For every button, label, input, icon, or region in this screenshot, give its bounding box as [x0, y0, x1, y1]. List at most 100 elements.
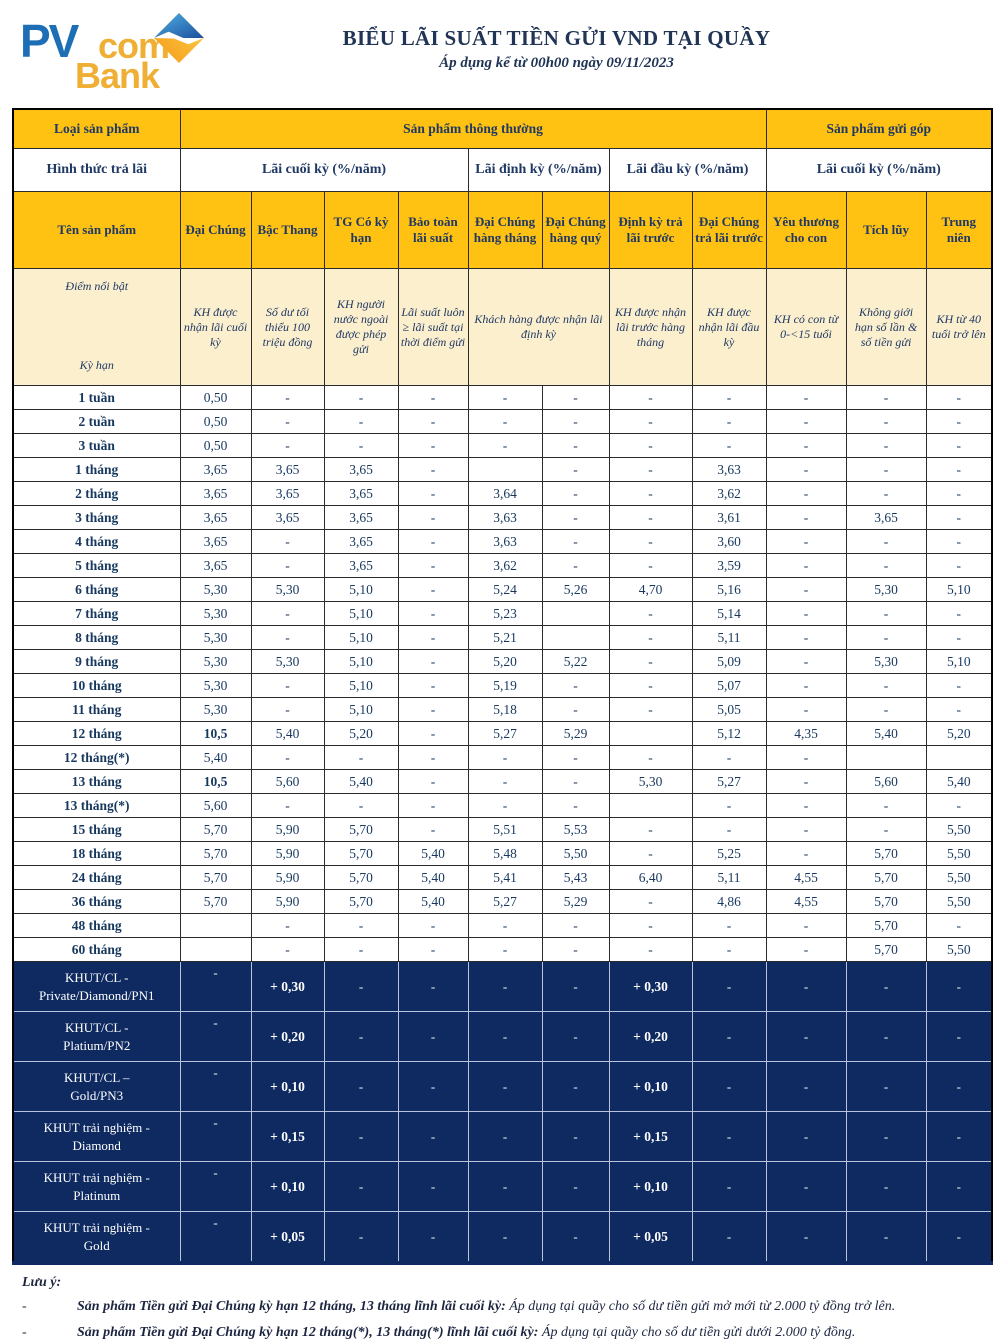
- rate-cell: -: [608, 841, 693, 866]
- rate-cell: -: [925, 553, 993, 578]
- term-label: 5 tháng: [12, 553, 181, 578]
- rate-cell: -: [765, 385, 847, 410]
- rate-cell: -: [467, 937, 543, 962]
- vip-rate-cell: + 0,20: [250, 1011, 325, 1062]
- rate-cell: 5,30: [845, 577, 927, 602]
- rate-cell: 5,11: [691, 625, 767, 650]
- rate-cell: 5,30: [179, 601, 252, 626]
- pvcombank-logo: PV com Bank: [20, 8, 204, 100]
- rate-cell: -: [541, 793, 610, 818]
- rate-cell: 5,16: [691, 577, 767, 602]
- regular-products-label: Sản phẩm thông thường: [179, 108, 767, 149]
- vip-rate-cell: -: [691, 1161, 767, 1212]
- rate-cell: -: [397, 769, 469, 794]
- vip-rate-cell: -: [691, 1111, 767, 1162]
- rate-cell: -: [397, 913, 469, 938]
- vip-row: KHUT/CL - Private/Diamond/PN1- + 0,30- - - -…: [12, 961, 993, 1012]
- rate-cell: 5,30: [845, 649, 927, 674]
- term-label: 8 tháng: [12, 625, 181, 650]
- rate-cell: -: [608, 889, 693, 914]
- vip-label: KHUT/CL - Private/Diamond/PN1: [12, 961, 181, 1012]
- rate-cell: -: [845, 529, 927, 554]
- vip-rate-cell: -: [323, 1061, 399, 1112]
- rate-cell: 3,65: [179, 553, 252, 578]
- rate-cell: -: [691, 817, 767, 842]
- rate-cell: -: [925, 433, 993, 458]
- rate-cell: -: [765, 457, 847, 482]
- rate-cell: -: [397, 577, 469, 602]
- rate-cell: 3,61: [691, 505, 767, 530]
- rate-cell: -: [765, 913, 847, 938]
- rate-cell: -: [765, 673, 847, 698]
- highlight-cell: KH có con từ 0-<15 tuổi: [765, 268, 847, 386]
- rate-cell: -: [691, 433, 767, 458]
- vip-rate-cell: -: [541, 1011, 610, 1062]
- rate-cell: 5,18: [467, 697, 543, 722]
- rate-cell: 10,5: [179, 769, 252, 794]
- rate-cell: 5,70: [845, 937, 927, 962]
- rate-cell: -: [250, 433, 325, 458]
- product-column-header: Đại Chúng hàng tháng: [467, 191, 543, 269]
- rate-cell: 5,23: [467, 601, 543, 626]
- rate-cell: 5,30: [179, 649, 252, 674]
- product-column-header: Đại Chúng trả lãi trước: [691, 191, 767, 269]
- vip-rate-cell: -: [397, 1061, 469, 1112]
- rate-cell: 5,60: [250, 769, 325, 794]
- rate-cell: 5,10: [925, 577, 993, 602]
- highlight-cell: Số dư tối thiểu 100 triệu đồng: [250, 268, 325, 386]
- rate-cell: [845, 745, 927, 770]
- vip-rate-cell: -: [845, 961, 927, 1012]
- rate-cell: 5,12: [691, 721, 767, 746]
- rate-cell: 5,41: [467, 865, 543, 890]
- vip-row: KHUT/CL - Platium/PN2- + 0,20- - - - + 0,20- -…: [12, 1011, 993, 1062]
- vip-rate-cell: -: [397, 1161, 469, 1212]
- vip-row: KHUT trải nghiệm - Diamond - + 0,15- - - - + 0…: [12, 1111, 993, 1162]
- rate-cell: -: [845, 601, 927, 626]
- rate-cell: -: [397, 481, 469, 506]
- rate-cell: -: [467, 433, 543, 458]
- rate-cell: -: [765, 577, 847, 602]
- highlight-cell: KH từ 40 tuổi trở lên: [925, 268, 993, 386]
- rate-table: Loại sản phẩm Sản phẩm thông thường Sản …: [12, 108, 994, 1265]
- rate-cell: 5,90: [250, 841, 325, 866]
- rate-cell: 5,30: [179, 625, 252, 650]
- rate-cell: -: [608, 649, 693, 674]
- rate-cell: 5,11: [691, 865, 767, 890]
- highlight-row: Điểm nổi bật Kỳ hạn KH được nhận lãi cuố…: [12, 268, 993, 386]
- vip-rate-cell: -: [467, 1211, 543, 1264]
- rate-cell: -: [541, 481, 610, 506]
- rate-cell: 3,65: [179, 457, 252, 482]
- rate-cell: 5,50: [925, 817, 993, 842]
- term-row: 13 tháng(*) 5,60- - - - - - - - -: [12, 793, 993, 818]
- vip-rate-cell: + 0,30: [608, 961, 693, 1012]
- rate-cell: 5,70: [323, 865, 399, 890]
- term-row: 7 tháng 5,30-5,10-5,23-5,14- - -: [12, 601, 993, 626]
- rate-cell: 0,50: [179, 409, 252, 434]
- rate-cell: 5,60: [179, 793, 252, 818]
- rate-cell: 10,5: [179, 721, 252, 746]
- rate-cell: -: [765, 601, 847, 626]
- vip-rate-cell: -: [397, 1211, 469, 1264]
- term-row: 3 tháng 3,65 3,65 3,65-3,63- -3,61-3,65-: [12, 505, 993, 530]
- rate-cell: -: [323, 793, 399, 818]
- rate-cell: -: [845, 625, 927, 650]
- diamond-logo-icon: [154, 13, 204, 63]
- rate-cell: 5,10: [925, 649, 993, 674]
- rate-cell: 4,35: [765, 721, 847, 746]
- vip-rate-cell: -: [845, 1161, 927, 1212]
- rate-cell: -: [765, 649, 847, 674]
- rate-cell: 3,65: [250, 505, 325, 530]
- rate-cell: -: [765, 625, 847, 650]
- rate-cell: [608, 793, 693, 818]
- begin-period-label: Lãi đầu kỳ (%/năm): [608, 148, 767, 192]
- term-label: 18 tháng: [12, 841, 181, 866]
- rate-cell: 0,50: [179, 385, 252, 410]
- rate-cell: -: [397, 937, 469, 962]
- rate-cell: -: [845, 697, 927, 722]
- rate-cell: -: [691, 937, 767, 962]
- rate-cell: -: [250, 385, 325, 410]
- vip-rate-cell: -: [541, 1111, 610, 1162]
- rate-cell: -: [397, 433, 469, 458]
- vip-rate-cell: -: [467, 961, 543, 1012]
- rate-cell: 4,86: [691, 889, 767, 914]
